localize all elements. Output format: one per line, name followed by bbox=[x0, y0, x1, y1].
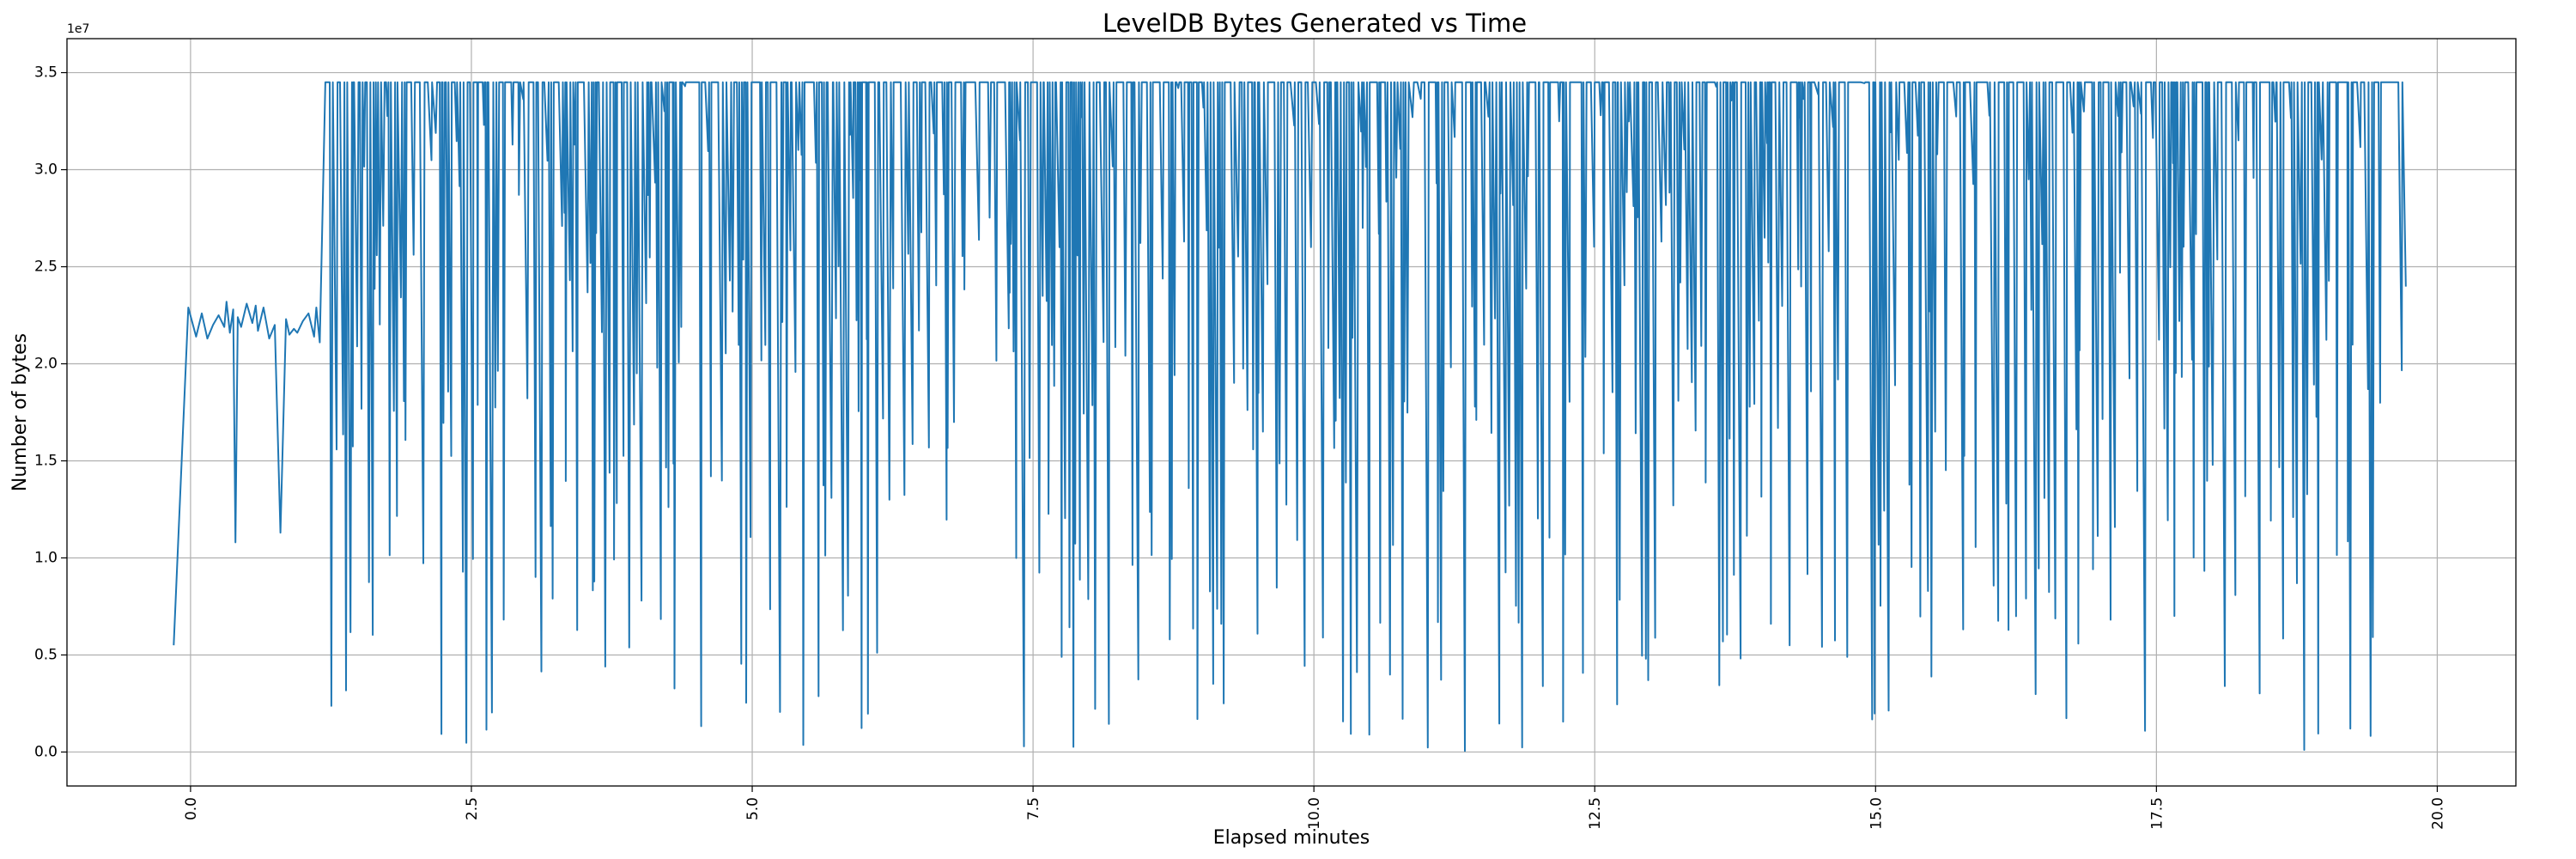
y-tick-label: 0.0 bbox=[34, 743, 58, 760]
y-tick-label: 1.5 bbox=[34, 452, 58, 469]
x-tick-label: 20.0 bbox=[2429, 797, 2446, 830]
x-tick-label: 17.5 bbox=[2148, 797, 2166, 830]
x-tick-label: 0.0 bbox=[183, 797, 200, 820]
series-line-bytes bbox=[173, 81, 2407, 752]
y-tick-label: 1.0 bbox=[34, 549, 58, 566]
grid bbox=[67, 39, 2516, 786]
y-axis-label: Number of bytes bbox=[9, 333, 31, 491]
y-tick-label: 3.5 bbox=[34, 64, 58, 82]
plot-frame bbox=[66, 38, 2517, 787]
series-group bbox=[173, 81, 2407, 752]
ticks: 0.0 2.5 5.0 7.5 10.0 12.5 15.0 17.5 20.0 0.0 0.5 1.… bbox=[34, 64, 2446, 830]
y-axis-offset-label: 1e7 bbox=[67, 22, 89, 36]
y-tick-label: 2.5 bbox=[34, 259, 58, 276]
chart-title: LevelDB Bytes Generated vs Time bbox=[1103, 9, 1527, 38]
y-tick-label: 2.0 bbox=[34, 356, 58, 373]
y-tick-label: 3.0 bbox=[34, 161, 58, 179]
x-tick-label: 10.0 bbox=[1306, 797, 1323, 830]
x-tick-label: 12.5 bbox=[1587, 797, 1604, 830]
x-axis-label: Elapsed minutes bbox=[1213, 827, 1370, 849]
y-tick-label: 0.5 bbox=[34, 646, 58, 663]
x-tick-label: 2.5 bbox=[464, 797, 481, 820]
x-tick-label: 7.5 bbox=[1025, 797, 1042, 820]
x-tick-label: 15.0 bbox=[1868, 797, 1885, 830]
x-tick-label: 5.0 bbox=[744, 797, 762, 820]
